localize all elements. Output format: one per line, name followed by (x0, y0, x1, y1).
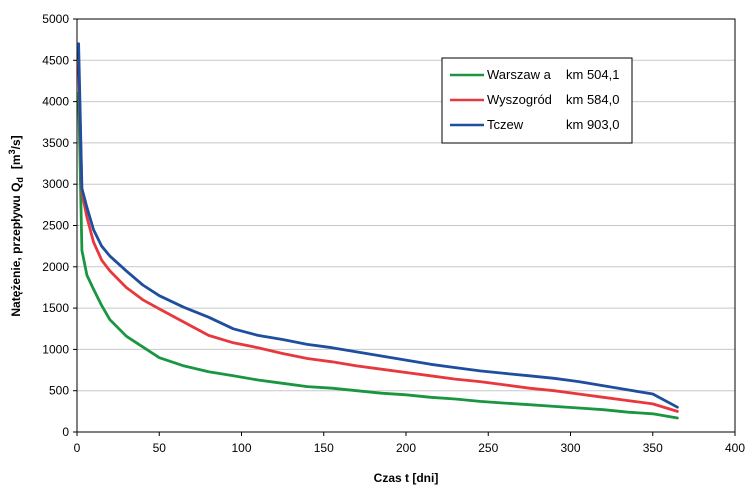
y-axis-title-main: Natężenie, przepływu Q (9, 183, 23, 317)
y-axis-title-sub: d (15, 177, 25, 183)
legend: Warszaw a km 504,1 Wyszogród km 584,0 Tc… (441, 57, 633, 144)
legend-label-warszawa: Warszaw a (487, 67, 552, 82)
y-axis-title: Natężenie, przepływu Qd [m3/s] (7, 135, 25, 316)
y-tick-label: 4500 (42, 53, 69, 67)
x-axis-title: Czas t [dni] (374, 471, 439, 485)
y-axis-title-unit: [m (9, 154, 23, 169)
y-axis-title-unit-post: /s] (9, 135, 23, 149)
y-tick-labels: 0 500 1000 1500 2000 2500 3000 3500 4000 4500 5000 (42, 12, 69, 439)
x-tick-label: 400 (725, 441, 745, 455)
y-tick-label: 0 (62, 425, 69, 439)
legend-km-tczew: km 903,0 (566, 117, 619, 132)
x-tick-label: 100 (231, 441, 251, 455)
legend-km-warszawa: km 504,1 (566, 67, 619, 82)
series-lines (77, 42, 679, 420)
legend-label-wyszogrod: Wyszogród (487, 92, 552, 107)
legend-label-tczew: Tczew (487, 117, 524, 132)
x-tick-labels: 0 50 100 150 200 250 300 350 400 (74, 441, 746, 455)
x-tick-label: 50 (153, 441, 167, 455)
plot-frame (76, 18, 736, 433)
series-line-tczew (77, 42, 679, 409)
x-tick-label: 150 (314, 441, 334, 455)
y-tick-label: 2000 (42, 260, 69, 274)
legend-km-wyszogrod: km 584,0 (566, 92, 619, 107)
x-tick-label: 200 (396, 441, 416, 455)
x-tick-label: 0 (74, 441, 81, 455)
y-tick-label: 500 (49, 384, 69, 398)
y-tick-label: 4000 (42, 95, 69, 109)
y-axis-title-unit-sup: 3 (7, 149, 17, 154)
series-line-warszaw-a (77, 91, 679, 420)
x-tick-label: 300 (560, 441, 580, 455)
y-tick-label: 3500 (42, 136, 69, 150)
y-tick-label: 1500 (42, 301, 69, 315)
y-tick-label: 3000 (42, 177, 69, 191)
y-tick-label: 5000 (42, 12, 69, 26)
series-line-wyszogr-d (77, 58, 679, 413)
y-tick-label: 2500 (42, 219, 69, 233)
axes (73, 18, 736, 436)
x-tick-label: 350 (643, 441, 663, 455)
y-tick-label: 1000 (42, 342, 69, 356)
x-tick-label: 250 (478, 441, 498, 455)
